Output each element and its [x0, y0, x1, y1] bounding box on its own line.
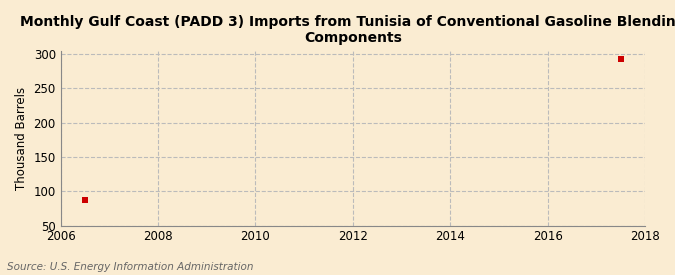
Title: Monthly Gulf Coast (PADD 3) Imports from Tunisia of Conventional Gasoline Blendi: Monthly Gulf Coast (PADD 3) Imports from…	[20, 15, 675, 45]
Y-axis label: Thousand Barrels: Thousand Barrels	[15, 87, 28, 190]
Text: Source: U.S. Energy Information Administration: Source: U.S. Energy Information Administ…	[7, 262, 253, 272]
